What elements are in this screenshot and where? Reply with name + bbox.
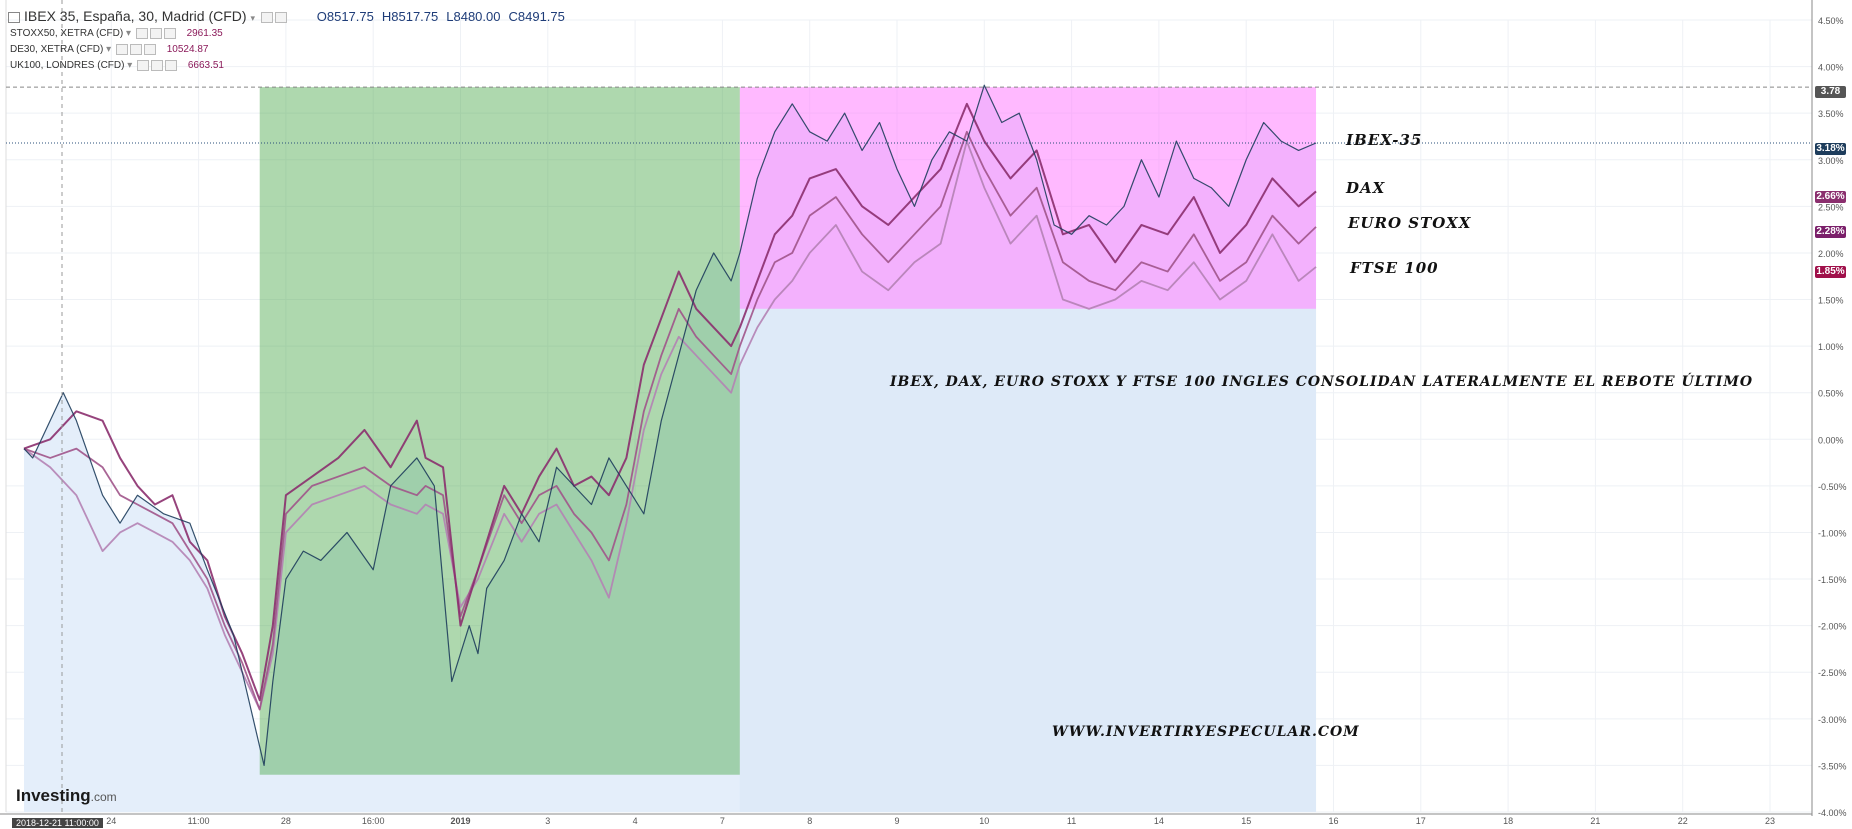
x-tick-label: 4 <box>633 816 638 826</box>
x-tick-label: 24 <box>106 816 116 826</box>
legend-row-symbol: DE30, XETRA (CFD) <box>10 44 104 56</box>
y-tick-label: 1.50% <box>1818 296 1844 306</box>
y-tick-label: -3.50% <box>1818 761 1847 771</box>
visibility-icon[interactable] <box>115 44 128 55</box>
y-tick-label: -3.00% <box>1818 715 1847 725</box>
visibility-icon[interactable] <box>260 11 273 23</box>
menu-icon[interactable] <box>8 11 20 23</box>
ohlc-open: O8517.75 <box>316 9 374 24</box>
ohlc-values: O8517.75 H8517.75 L8480.00 C8491.75 <box>317 9 573 24</box>
close-icon[interactable] <box>163 28 176 39</box>
y-tick-label: 4.00% <box>1818 63 1844 73</box>
settings-icon[interactable] <box>149 28 162 39</box>
legend-row-value: 2961.35 <box>186 28 223 40</box>
x-tick-label: 14 <box>1154 816 1164 826</box>
settings-icon[interactable] <box>129 44 142 55</box>
settings-icon[interactable] <box>274 11 287 23</box>
legend-row-de30[interactable]: DE30, XETRA (CFD) ▾ 10524.87 <box>10 44 209 56</box>
close-icon[interactable] <box>143 44 156 55</box>
y-tick-label: 1.00% <box>1818 342 1844 352</box>
x-tick-label: 28 <box>281 816 291 826</box>
annotation-eurostoxx: EURO STOXX <box>1348 214 1472 232</box>
annotation-headline: IBEX, DAX, EURO STOXX Y FTSE 100 INGLES … <box>890 374 1754 390</box>
x-tick-label: 16 <box>1328 816 1338 826</box>
x-tick-label: 7 <box>720 816 725 826</box>
zone-blue <box>739 308 1317 812</box>
annotation-ftse: FTSE 100 <box>1350 259 1439 277</box>
legend-row-value: 10524.87 <box>166 44 209 56</box>
ohlc-low: L8480.00 <box>446 9 501 24</box>
y-tick-label: -1.50% <box>1818 575 1847 585</box>
ohlc-close: C8491.75 <box>508 9 565 24</box>
x-tick-label: 16:00 <box>362 816 385 826</box>
legend-row-symbol: STOXX50, XETRA (CFD) <box>10 28 124 40</box>
chevron-down-icon[interactable]: ▾ <box>250 13 255 23</box>
x-tick-label: 2019 <box>450 816 470 826</box>
crosshair-date-badge: 2018-12-21 11:00:00 <box>12 818 103 828</box>
annotation-ibex: IBEX-35 <box>1346 131 1423 149</box>
legend-row-stoxx50[interactable]: STOXX50, XETRA (CFD) ▾ 2961.35 <box>10 28 223 40</box>
x-tick-label: 8 <box>807 816 812 826</box>
x-tick-label: 21 <box>1590 816 1600 826</box>
y-tick-label: -0.50% <box>1818 482 1847 492</box>
investing-logo: Investing.com <box>16 786 117 805</box>
legend-row-value: 6663.51 <box>187 60 224 72</box>
y-tick-label: -2.50% <box>1818 668 1847 678</box>
y-tick-label: 4.50% <box>1818 16 1844 26</box>
y-tick-label: 2.00% <box>1818 249 1844 259</box>
visibility-icon[interactable] <box>137 60 150 71</box>
y-tick-label: 3.50% <box>1818 109 1844 119</box>
series-line-ibex-35 <box>23 84 1317 767</box>
visibility-icon[interactable] <box>135 28 148 39</box>
y-tick-label: -2.00% <box>1818 622 1847 632</box>
x-tick-label: 11 <box>1067 816 1076 826</box>
x-tick-label: 17 <box>1416 816 1426 826</box>
ohlc-high: H8517.75 <box>381 9 439 24</box>
series-line-ftse-100 <box>23 140 1317 711</box>
legend-main-symbol[interactable]: IBEX 35, España, 30, Madrid (CFD) <box>24 8 247 24</box>
x-tick-label: 18 <box>1503 816 1513 826</box>
badge-ftse: 1.85% <box>1815 266 1846 278</box>
y-tick-label: -4.00% <box>1818 808 1847 818</box>
x-tick-label: 23 <box>1765 816 1775 826</box>
x-tick-label: 11:00 <box>188 816 210 826</box>
settings-icon[interactable] <box>151 60 164 71</box>
highlight-zones <box>24 85 1317 813</box>
y-tick-label: 3.00% <box>1818 156 1844 166</box>
x-tick-label: 15 <box>1241 816 1251 826</box>
y-tick-label: 0.50% <box>1818 389 1844 399</box>
x-tick-label: 3 <box>545 816 550 826</box>
legend-main: IBEX 35, España, 30, Madrid (CFD) ▾ O851… <box>8 8 573 24</box>
x-tick-label: 10 <box>979 816 989 826</box>
badge-eurostoxx: 2.28% <box>1815 226 1846 238</box>
badge-ibex: 3.18% <box>1815 143 1846 155</box>
badge-hline: 3.78 <box>1815 86 1846 98</box>
x-tick-label: 22 <box>1678 816 1688 826</box>
annotation-dax: DAX <box>1346 179 1386 197</box>
legend-row-uk100[interactable]: UK100, LONDRES (CFD) ▾ 6663.51 <box>10 60 224 72</box>
series-line-euro-stoxx <box>23 130 1317 711</box>
close-icon[interactable] <box>165 60 178 71</box>
badge-dax: 2.66% <box>1815 191 1846 203</box>
annotation-website: WWW.INVERTIRYESPECULAR.COM <box>1052 724 1360 740</box>
y-tick-label: -1.00% <box>1818 528 1847 538</box>
series-lines <box>23 84 1317 767</box>
y-tick-label: 0.00% <box>1818 435 1844 445</box>
x-tick-label: 9 <box>894 816 899 826</box>
y-tick-label: 2.50% <box>1818 202 1844 212</box>
zone-green <box>259 87 740 775</box>
legend-row-symbol: UK100, LONDRES (CFD) <box>10 60 125 72</box>
